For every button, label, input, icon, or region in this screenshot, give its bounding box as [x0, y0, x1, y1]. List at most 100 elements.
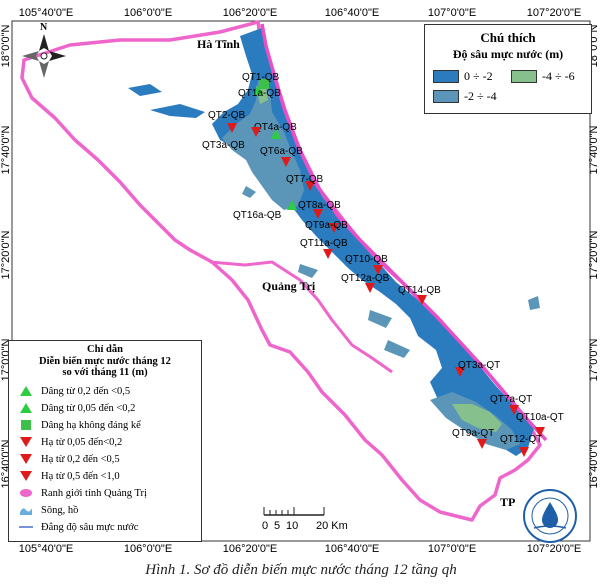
legend-swatch [433, 90, 459, 103]
well-marker-down [281, 157, 291, 167]
legend-item-4-6: -4 ÷ -6 [511, 69, 575, 84]
guide-item: Dâng từ 0,05 đến <0,2 [19, 402, 135, 414]
well-label: QT1-QB [242, 72, 280, 83]
well-label: QT11a-QB [300, 238, 348, 249]
north-arrow [22, 34, 66, 78]
well-marker-down [329, 223, 339, 233]
latitude-label: 17°0'0"N [588, 339, 600, 382]
longitude-label: 106°0'0"E [124, 543, 172, 555]
legend-swatch [433, 70, 459, 83]
guide-item: Hạ từ 0,05 đến<0,2 [19, 436, 122, 448]
well-label: QT9a-QB [305, 220, 348, 231]
well-marker-down [365, 283, 375, 293]
guide-item-label: Ranh giới tỉnh Quảng Trị [41, 487, 147, 499]
scale-label: 0 [262, 520, 269, 532]
legend-label: -2 ÷ -4 [464, 89, 497, 103]
depth-zone-2-4 [222, 80, 304, 210]
well-marker-down [535, 427, 545, 437]
well-marker-down [305, 181, 315, 191]
longitude-label: 105°40'0"E [19, 543, 73, 555]
river-feature [368, 310, 392, 328]
river-feature [528, 296, 540, 310]
guide-item: Hạ từ 0,5 đến <1,0 [19, 470, 120, 482]
region-label-quang-tri: Quảng Trị [262, 279, 316, 293]
legend-label: 0 ÷ -2 [464, 69, 493, 83]
well-label: QT7a-QT [490, 394, 532, 405]
guide-item-label: Hạ từ 0,05 đến<0,2 [41, 436, 123, 448]
legend-subtitle: Độ sâu mực nước (m) [452, 47, 564, 61]
latitude-label: 17°40'0"N [0, 125, 12, 174]
triangle-up-green-icon [19, 385, 33, 397]
well-marker-up [271, 129, 281, 139]
well-label: QT4a-QB [254, 122, 297, 133]
well-marker-down [227, 123, 237, 133]
well-label: QT9a-QT [452, 428, 494, 439]
longitude-label: 107°0'0"E [428, 543, 476, 555]
guide-item-label: Đẳng độ sâu mực nước [41, 521, 139, 533]
coastline [260, 23, 548, 442]
well-marker-up [253, 85, 263, 95]
guide-subtitle-line2: so với tháng 11 (m) [62, 367, 148, 378]
well-marker-down [509, 405, 519, 415]
well-marker-down [251, 127, 261, 137]
well-label: QT14-QB [398, 285, 441, 296]
legend-swatch [511, 70, 537, 83]
north-arrow-label: N [40, 22, 48, 33]
well-marker-down [455, 367, 465, 377]
longitude-label: 106°40'0"E [325, 543, 379, 555]
well-label: QT3a-QT [458, 360, 500, 371]
latitude-label: 17°20'0"N [0, 230, 12, 279]
well-marker-stable [259, 79, 269, 89]
well-marker-down [373, 265, 383, 275]
top-longitude-labels: 105°40'0"E 106°0'0"E 106°20'0"E 106°40'0"E 1… [19, 7, 581, 19]
longitude-label: 107°20'0"E [527, 543, 581, 555]
region-label-tp: TP [500, 495, 515, 509]
figure-caption: Hình 1. Sơ đồ diễn biến mực nước tháng 1… [145, 562, 457, 578]
triangle-up-green-icon [19, 402, 33, 414]
legend-item-2-4: -2 ÷ -4 [433, 89, 497, 104]
longitude-label: 106°0'0"E [124, 7, 172, 19]
river-feature [150, 104, 205, 118]
square-green-icon [19, 419, 33, 431]
scale-bar [263, 507, 325, 516]
river-feature [384, 340, 410, 358]
guide-item-label: Dâng từ 0,05 đến <0,2 [41, 402, 136, 414]
scale-label: 20 Km [316, 520, 348, 532]
well-label: QT1a-QB [238, 88, 281, 99]
bottom-longitude-labels: 105°40'0"E 106°0'0"E 106°20'0"E 106°40'0"E 1… [19, 543, 581, 555]
monitoring-wells: QT1a-QB QT1-QB QT2-QB QT4a-QB QT3a-QB QT6a-QB… [202, 72, 564, 457]
well-label: QT16a-QB [233, 210, 282, 221]
triangle-down-red-icon [19, 470, 33, 482]
triangle-down-red-icon [19, 453, 33, 465]
guide-title: Chỉ dẫn [87, 344, 123, 355]
guide-item: Dâng từ 0,2 đến <0,5 [19, 385, 130, 397]
legend-label: -4 ÷ -6 [542, 69, 575, 83]
well-label: QT7-QB [286, 174, 324, 185]
well-marker-up [287, 200, 297, 210]
scale-label: 5 [274, 520, 281, 532]
well-label: QT8a-QB [298, 200, 341, 211]
guide-item-label: Sông, hồ [41, 504, 79, 516]
longitude-label: 105°40'0"E [19, 7, 73, 19]
longitude-label: 106°20'0"E [223, 543, 277, 555]
well-marker-down [519, 447, 529, 457]
latitude-label: 17°40'0"N [588, 125, 600, 174]
change-guide: Chỉ dẫn Diễn biến mực nước tháng 12 so v… [8, 340, 202, 542]
well-label: QT3a-QB [202, 140, 245, 151]
latitude-label: 16°40'0"N [588, 439, 600, 488]
guide-item-label: Dâng từ 0,2 đến <0,5 [41, 385, 131, 397]
guide-subtitle: Diễn biến mực nước tháng 12 so với tháng… [9, 356, 201, 378]
guide-item: Dâng hạ không đáng kể [19, 419, 141, 431]
longitude-label: 106°20'0"E [223, 7, 277, 19]
guide-subtitle-line1: Diễn biến mực nước tháng 12 [39, 356, 171, 367]
latitude-label: 18°0'0"N [0, 25, 12, 68]
legend-title: Chú thích [480, 30, 536, 45]
region-label-ha-tinh: Hà Tĩnh [197, 37, 240, 51]
guide-item: Ranh giới tỉnh Quảng Trị [19, 487, 147, 499]
river-feature [242, 186, 256, 198]
longitude-label: 107°20'0"E [527, 7, 581, 19]
guide-item: Đẳng độ sâu mực nước [19, 521, 138, 533]
longitude-label: 106°40'0"E [325, 7, 379, 19]
guide-item: Sông, hồ [19, 504, 78, 516]
